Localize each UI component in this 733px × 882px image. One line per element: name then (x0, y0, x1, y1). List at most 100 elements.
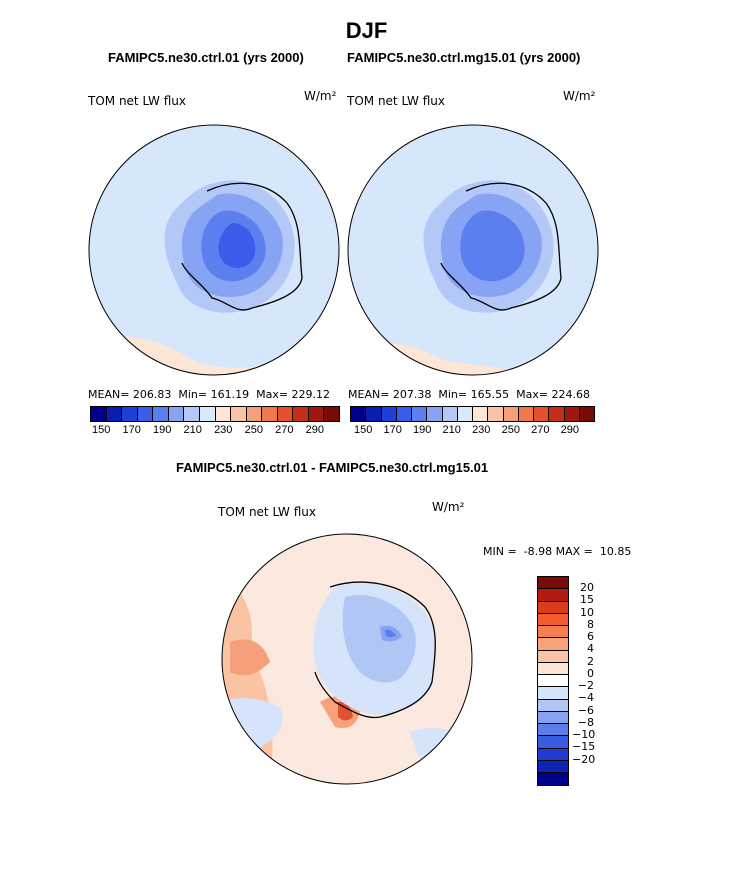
colorbar-tick-label: 210 (183, 424, 202, 436)
colorbar-swatch (137, 407, 154, 421)
colorbar-tick-label: 170 (122, 424, 141, 436)
colorbar-tick-label: −8 (577, 715, 594, 729)
colorbar-swatch (262, 407, 278, 421)
colorbar-swatch (308, 407, 325, 421)
right-stats: MEAN= 207.38 Min= 165.55 Max= 224.68 (348, 388, 591, 401)
colorbar-tick-label: 190 (153, 424, 172, 436)
right-panel-title: FAMIPC5.ne30.ctrl.mg15.01 (yrs 2000) (347, 50, 581, 65)
colorbar-swatch (503, 407, 519, 421)
diff-polar-map (221, 533, 473, 785)
colorbar-swatch (538, 650, 568, 663)
colorbar-swatch (246, 407, 263, 421)
colorbar-tick-label: −2 (577, 679, 594, 692)
colorbar-swatch (396, 407, 412, 421)
colorbar-swatch (538, 724, 568, 737)
colorbar-swatch (199, 407, 216, 421)
colorbar-swatch (168, 407, 185, 421)
colorbar-tick-label: 150 (92, 424, 111, 436)
diff-stats: MIN = -8.98 MAX = 10.85 (483, 545, 632, 558)
colorbar-swatch (538, 699, 568, 712)
colorbar-swatch (351, 407, 367, 421)
colorbar-tick-label: 8 (587, 617, 594, 631)
colorbar-tick-label: 230 (214, 424, 233, 436)
left-stats: MEAN= 206.83 Min= 161.19 Max= 229.12 (88, 388, 331, 401)
right-var-label: TOM net LW flux (347, 94, 445, 108)
right-colorbar: 150 170 190 210 230 250 270 290 (350, 406, 595, 436)
colorbar-tick-label: 190 (413, 424, 432, 436)
left-polar-map (88, 124, 340, 376)
colorbar-swatch (538, 760, 568, 773)
colorbar-tick-label: 4 (587, 642, 594, 656)
colorbar-tick-label: −4 (577, 691, 594, 705)
colorbar-swatch (324, 407, 339, 421)
left-units-label: W/m² (304, 89, 337, 103)
colorbar-tick-label: 2 (587, 654, 594, 668)
colorbar-swatch (412, 407, 428, 421)
colorbar-swatch (488, 407, 504, 421)
colorbar-tick-label: −15 (572, 740, 596, 754)
colorbar-tick-label: 0 (587, 666, 594, 680)
colorbar-swatch (538, 626, 568, 639)
colorbar-tick-label: −10 (572, 728, 596, 741)
colorbar-tick-label: 230 (472, 424, 491, 436)
colorbar-swatch (153, 407, 169, 421)
colorbar-swatch (538, 748, 568, 761)
right-units-label: W/m² (563, 89, 596, 103)
colorbar-tick-label: 170 (383, 424, 402, 436)
colorbar-swatch (538, 773, 568, 786)
colorbar-swatch (184, 407, 200, 421)
colorbar-tick-label: 6 (587, 630, 594, 643)
colorbar-tick-label: 290 (305, 424, 324, 436)
colorbar-swatch (106, 407, 123, 421)
colorbar-swatch (366, 407, 382, 421)
colorbar-swatch (538, 638, 568, 651)
colorbar-swatch (518, 407, 534, 421)
colorbar-tick-label: 270 (531, 424, 550, 436)
diff-colorbar-labels: 20 15 10 8 6 4 2 0 −2 −4 −6 −8 −10 −15 −20 (572, 581, 596, 766)
colorbar-swatch (457, 407, 473, 421)
colorbar-swatch (538, 601, 568, 614)
left-colorbar: 150 170 190 210 230 250 270 290 (90, 406, 340, 436)
colorbar-tick-label: 15 (580, 593, 594, 607)
colorbar-tick-label: 250 (244, 424, 263, 436)
colorbar-swatch (538, 711, 568, 724)
colorbar-swatch (277, 407, 294, 421)
colorbar-swatch (473, 407, 489, 421)
diff-panel-title: FAMIPC5.ne30.ctrl.01 - FAMIPC5.ne30.ctrl… (176, 460, 489, 475)
diff-units-label: W/m² (432, 500, 465, 514)
colorbar-tick-label: 150 (354, 424, 373, 436)
colorbar-tick-label: −20 (572, 752, 596, 766)
colorbar-swatch (538, 577, 568, 590)
colorbar-swatch (538, 736, 568, 749)
colorbar-swatch (538, 675, 568, 688)
colorbar-swatch (293, 407, 309, 421)
colorbar-tick-label: 290 (560, 424, 579, 436)
colorbar-swatch (442, 407, 458, 421)
right-polar-map (347, 124, 599, 376)
colorbar-tick-label: 210 (442, 424, 461, 436)
colorbar-swatch (122, 407, 138, 421)
colorbar-swatch (564, 407, 580, 421)
colorbar-swatch (381, 407, 397, 421)
diff-var-label: TOM net LW flux (218, 505, 316, 519)
colorbar-tick-label: 20 (580, 581, 594, 594)
colorbar-tick-label: 270 (275, 424, 294, 436)
colorbar-swatch (231, 407, 247, 421)
colorbar-swatch (538, 687, 568, 700)
colorbar-swatch (538, 613, 568, 626)
colorbar-tick-label: 10 (580, 605, 594, 619)
left-var-label: TOM net LW flux (88, 94, 186, 108)
colorbar-tick-label: −6 (577, 703, 594, 717)
colorbar-swatch (538, 662, 568, 675)
colorbar-swatch (579, 407, 594, 421)
page-title: DJF (345, 18, 388, 43)
colorbar-swatch (534, 407, 550, 421)
colorbar-swatch (91, 407, 107, 421)
diff-colorbar (537, 576, 569, 787)
left-panel-title: FAMIPC5.ne30.ctrl.01 (yrs 2000) (108, 50, 304, 65)
colorbar-swatch (538, 589, 568, 602)
colorbar-tick-label: 250 (501, 424, 520, 436)
colorbar-swatch (549, 407, 565, 421)
colorbar-swatch (215, 407, 232, 421)
colorbar-swatch (427, 407, 443, 421)
